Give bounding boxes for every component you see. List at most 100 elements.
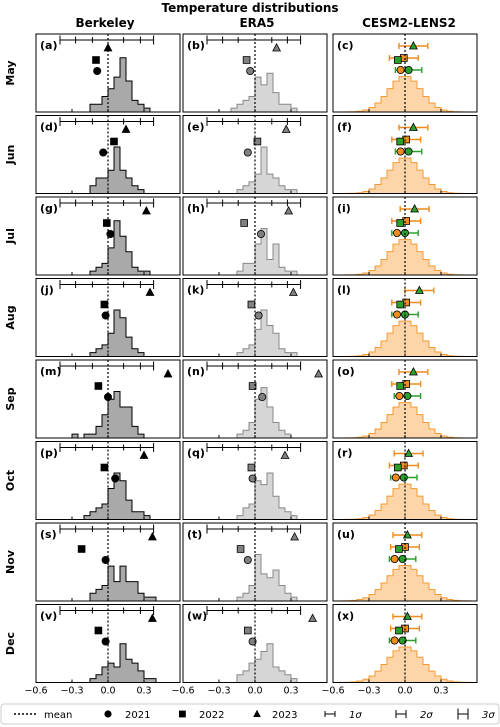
panel: (q) [182,441,328,520]
panel: (x) [332,604,478,683]
marker-2022-alt [396,219,404,227]
panel-letter: (j) [40,284,54,297]
panel-letter: (l) [337,284,351,297]
legend-2021-marker [104,710,112,718]
marker-2022 [236,545,245,553]
panel: (d) [35,115,181,194]
panel-letter: (f) [337,121,352,134]
panel: (r) [332,441,478,520]
legend-2022-marker [179,710,186,718]
histogram-era5 [213,643,303,683]
marker-2021 [256,229,265,238]
panel-letter: (c) [337,39,354,52]
histogram-berkeley [66,220,156,276]
marker-2022 [247,300,256,309]
marker-2021-alt [392,310,401,319]
marker-2022 [253,137,262,146]
x-tick-label: −0.3 [60,686,83,697]
x-tick-label: 0.0 [247,686,262,697]
legend-mean-label: mean [44,710,72,721]
legend-2sigma-label: 2σ [420,710,433,721]
panel-letter: (h) [187,202,205,215]
legend-box [0,703,500,725]
marker-2023 [272,42,282,52]
month-label: Jun [4,145,17,166]
panel: (h) [182,196,328,276]
marker-2022 [110,137,118,146]
panel: (e) [182,115,328,194]
month-label: Oct [4,470,17,491]
marker-2021 [101,637,110,646]
panel-letter: (r) [337,447,352,460]
panel: (a) [35,33,181,113]
month-label: May [4,60,17,85]
legend-2023-marker [253,709,261,717]
marker-2022-alt [396,382,404,390]
marker-2022 [242,56,251,64]
marker-2021 [246,67,255,76]
month-label: Nov [4,549,17,574]
panel: (g) [35,196,181,276]
marker-2023 [410,203,420,213]
panel: (p) [35,441,181,520]
histogram-era5 [213,309,303,357]
histogram-era5 [213,146,303,194]
panel: (l) [332,278,478,357]
x-tick-label: −0.3 [357,686,380,697]
histogram-berkeley [66,146,156,194]
legend: mean 2021 2022 2023 1σ 2σ 3σ [0,703,500,725]
marker-2021 [93,67,102,76]
panel-letter: (o) [337,365,355,378]
marker-2021 [111,474,120,483]
marker-2021-alt [396,147,405,156]
panel-letter: (w) [187,610,207,623]
histogram-era5 [213,72,303,113]
marker-2022-alt [395,545,403,553]
marker-2021 [243,556,252,565]
marker-2022 [243,626,252,635]
x-tick-label: −0.6 [171,686,194,697]
marker-2021 [99,148,108,157]
marker-2021 [101,556,110,565]
marker-2023 [288,287,298,296]
marker-2021 [254,311,263,320]
panel: (n) [182,359,328,439]
panel: (t) [182,522,328,602]
panel: (f) [332,115,478,194]
marker-2021-alt [390,636,399,645]
month-label: Dec [4,632,17,655]
panel-letter: (n) [187,365,205,378]
marker-2021 [248,637,257,646]
marker-2022 [94,626,103,635]
panel: (u) [332,522,478,602]
marker-2022 [100,300,109,309]
marker-2023 [141,205,151,215]
panel-letter: (a) [40,39,57,52]
panel-letter: (v) [40,610,57,623]
figure-title: Temperature distributions [161,1,338,15]
marker-2023 [290,531,300,541]
histogram-era5 [213,472,303,520]
legend-1sigma-label: 1σ [349,710,362,721]
marker-2021-alt [391,473,400,482]
marker-2023 [121,124,131,133]
panel-letter: (s) [40,528,57,541]
marker-2022-alt [396,300,404,309]
month-label: Sep [4,387,17,410]
panel: (b) [182,33,328,113]
panel-letter: (p) [40,447,58,460]
panel-letter: (k) [187,284,204,297]
marker-2022 [103,219,111,227]
panel: (c) [332,33,478,113]
marker-2022 [100,463,109,472]
panel: (s) [35,522,181,602]
marker-2023 [314,368,324,378]
column-title-lens2: CESM2-LENS2 [362,16,456,30]
marker-2023 [408,366,418,376]
column-title-era5: ERA5 [239,16,274,30]
marker-2023 [308,613,318,622]
panel: (o) [332,359,478,439]
marker-2023 [404,448,414,457]
marker-2023 [147,613,157,622]
